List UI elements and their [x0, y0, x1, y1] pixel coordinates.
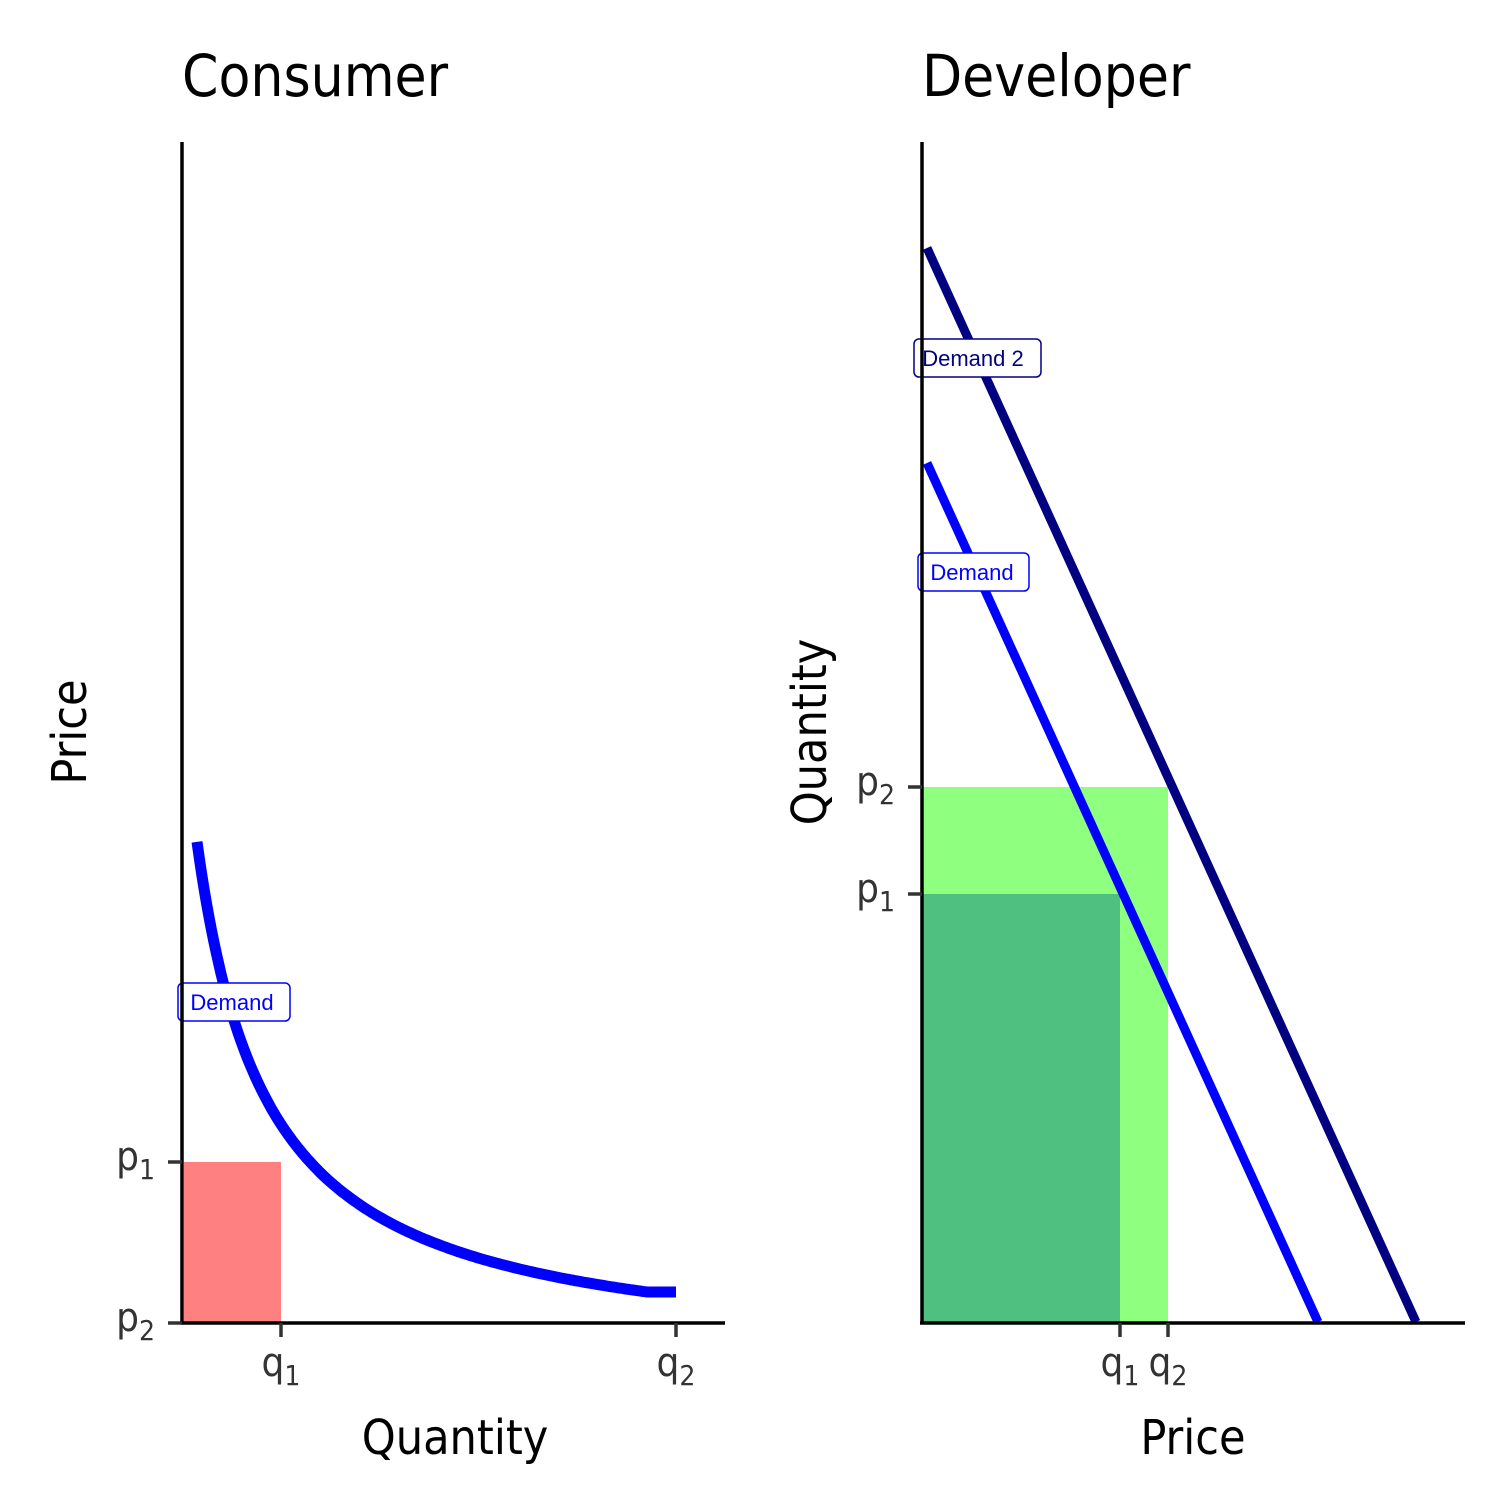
developer-x-tick-label: q2 [1149, 1340, 1188, 1392]
consumer-x-tick-label: q2 [657, 1340, 696, 1392]
consumer-demand-label-text: Demand [190, 990, 273, 1015]
developer-title: Developer [922, 42, 1191, 110]
developer-y-tick-label: p2 [856, 759, 895, 811]
developer-demand-2-label-text: Demand 2 [922, 346, 1024, 371]
consumer-y-tick-label: p2 [116, 1295, 155, 1347]
developer-y-tick-label: p1 [856, 866, 895, 918]
consumer-x-axis-title: Quantity [362, 1410, 549, 1466]
consumer-y-tick-label: p1 [116, 1134, 155, 1186]
developer-x-axis-title: Price [1140, 1410, 1245, 1466]
developer-demand-label-box [917, 552, 1030, 592]
consumer-area [184, 1162, 281, 1322]
developer-panel: Developer Demand 2 Demand p2 p1 q1 q2 Pr… [782, 42, 1465, 1466]
developer-area [922, 894, 1120, 1323]
developer-x-tick-label: q1 [1101, 1340, 1140, 1392]
consumer-x-tick-label: q1 [262, 1340, 301, 1392]
developer-demand-2-line [922, 246, 1421, 1324]
developer-demand-label-text: Demand [930, 560, 1013, 585]
developer-demand-2-label: Demand 2 [913, 338, 1042, 378]
consumer-panel: Consumer Demand p1 p2 q1 q2 Quantity Pri… [42, 42, 725, 1466]
developer-demand-label: Demand [917, 552, 1030, 592]
developer-demand-2-label-box [913, 338, 1042, 378]
consumer-demand-curve [191, 841, 676, 1298]
consumer-demand-label-box [177, 982, 291, 1022]
developer-demand-line [922, 461, 1323, 1324]
consumer-y-axis-title: Price [42, 679, 98, 784]
consumer-demand-label: Demand [177, 982, 291, 1022]
developer-y-axis-title: Quantity [782, 639, 838, 826]
consumer-title: Consumer [182, 42, 449, 110]
